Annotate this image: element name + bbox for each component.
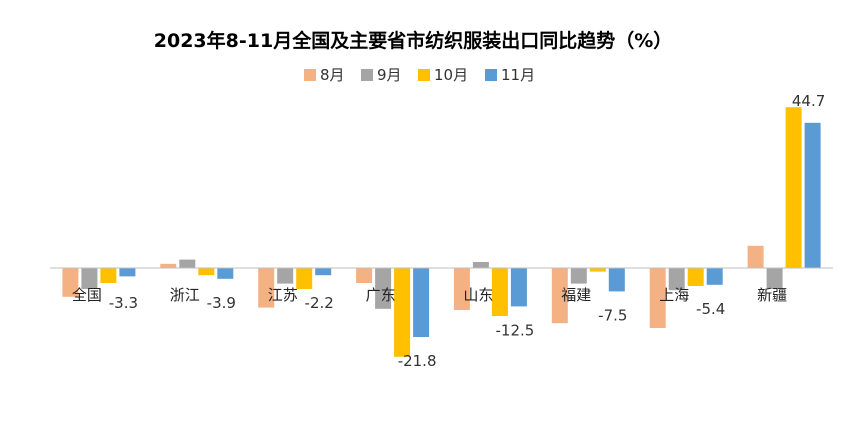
bar-2-4	[217, 268, 234, 279]
legend-label: 11月	[501, 66, 535, 84]
data-label: -3.3	[109, 294, 138, 312]
legend-swatch	[361, 69, 373, 81]
bar-5-4	[510, 268, 527, 307]
bar-7-2	[668, 268, 685, 291]
category-label: 福建	[561, 286, 591, 304]
category-label: 山东	[463, 286, 493, 304]
data-label: -3.9	[207, 294, 236, 312]
legend-item-2: 9月	[361, 66, 402, 84]
category-label: 全国	[72, 286, 102, 304]
category-label: 浙江	[170, 286, 200, 304]
bar-2-2	[179, 259, 196, 268]
chart-title: 2023年8-11月全国及主要省市纺织服装出口同比趋势（%）	[154, 29, 672, 52]
category-labels: 全国 浙江 江苏 广东 山东 福建 上海 新疆	[72, 286, 787, 304]
category-label: 江苏	[268, 286, 298, 304]
bar-5-2	[472, 262, 489, 268]
bar-2-1	[160, 263, 177, 268]
legend-swatch	[418, 69, 430, 81]
data-label: -5.4	[696, 300, 725, 318]
bar-1-2	[81, 268, 98, 289]
data-labels: -3.3 -3.9 -2.2 -21.8 -12.5 -7.5 -5.4 44.7	[109, 92, 826, 370]
category-label: 广东	[366, 286, 396, 304]
bar-3-2	[277, 268, 294, 284]
bar-4-4	[413, 268, 430, 337]
category-label: 新疆	[757, 286, 787, 304]
data-label: -2.2	[305, 294, 334, 312]
bar-1-3	[100, 268, 117, 283]
data-label: -21.8	[398, 352, 437, 370]
bar-1-1	[62, 268, 79, 297]
data-label: 44.7	[792, 92, 825, 110]
bar-4-1	[356, 268, 373, 283]
bar-8-1	[747, 245, 764, 268]
data-label: -7.5	[598, 306, 627, 324]
data-label: -12.5	[495, 321, 534, 339]
bar-3-4	[315, 268, 332, 276]
legend: 8月 9月 10月 11月	[304, 66, 535, 84]
bar-8-4	[804, 122, 821, 268]
bar-4-3	[394, 268, 411, 357]
bar-3-1	[258, 268, 275, 308]
bar-4-2	[375, 268, 392, 309]
bar-7-4	[706, 268, 723, 285]
legend-item-3: 10月	[418, 66, 468, 84]
legend-swatch	[304, 69, 316, 81]
legend-swatch	[485, 69, 497, 81]
legend-label: 10月	[434, 66, 468, 84]
bar-2-3	[198, 268, 215, 276]
bar-7-3	[687, 268, 704, 286]
bar-6-3	[589, 268, 606, 272]
legend-label: 9月	[377, 66, 402, 84]
bars	[62, 107, 821, 357]
bar-6-1	[551, 268, 568, 324]
legend-item-1: 8月	[304, 66, 345, 84]
bar-7-1	[649, 268, 666, 328]
bar-8-2	[766, 268, 783, 289]
bar-3-3	[296, 268, 313, 289]
bar-5-1	[453, 268, 470, 310]
bar-6-4	[608, 268, 625, 292]
legend-label: 8月	[320, 66, 345, 84]
bar-8-3	[785, 107, 802, 268]
bar-5-3	[491, 268, 508, 316]
bar-6-2	[570, 268, 587, 284]
bar-1-4	[119, 268, 136, 277]
legend-item-4: 11月	[485, 66, 535, 84]
category-label: 上海	[659, 286, 689, 304]
